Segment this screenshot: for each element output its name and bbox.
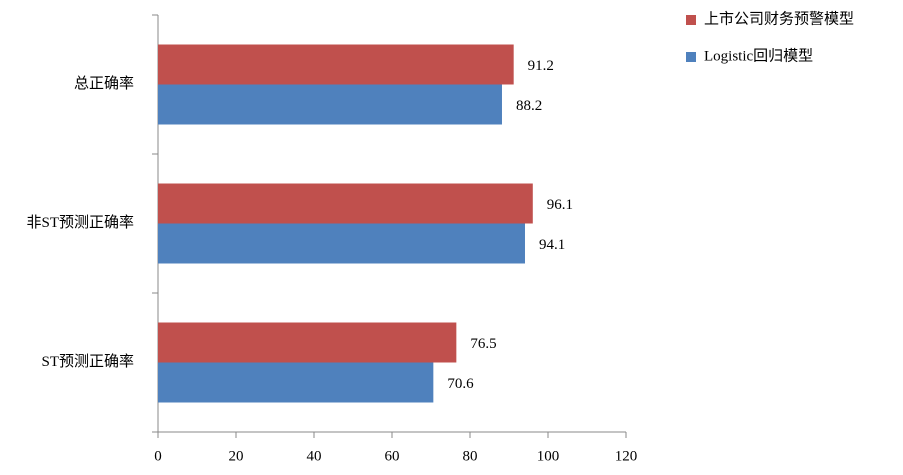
x-tick-label: 80 bbox=[463, 448, 478, 464]
bar bbox=[158, 322, 457, 363]
x-tick-label: 20 bbox=[229, 448, 244, 464]
bar bbox=[158, 84, 502, 125]
bar bbox=[158, 223, 525, 264]
data-label: 96.1 bbox=[547, 197, 573, 213]
x-tick-label: 60 bbox=[385, 448, 400, 464]
y-tick-label: 非ST预测正确率 bbox=[26, 214, 134, 231]
y-tick-label: 总正确率 bbox=[74, 75, 134, 92]
bar bbox=[158, 44, 514, 85]
bar bbox=[158, 183, 533, 224]
legend-label: Logistic回归模型 bbox=[704, 47, 813, 64]
y-tick-label: ST预测正确率 bbox=[41, 353, 134, 370]
data-label: 88.2 bbox=[516, 98, 542, 114]
x-tick-label: 100 bbox=[537, 448, 560, 464]
legend-label: 上市公司财务预警模型 bbox=[704, 10, 854, 27]
x-tick-label: 0 bbox=[154, 448, 162, 464]
data-label: 94.1 bbox=[539, 237, 565, 253]
bar bbox=[158, 362, 434, 403]
data-label: 70.6 bbox=[447, 376, 474, 392]
data-label: 76.5 bbox=[470, 336, 496, 352]
legend-swatch bbox=[686, 52, 696, 62]
x-tick-label: 40 bbox=[307, 448, 322, 464]
legend-swatch bbox=[686, 15, 696, 25]
data-label: 91.2 bbox=[528, 58, 554, 74]
x-tick-label: 120 bbox=[615, 448, 638, 464]
